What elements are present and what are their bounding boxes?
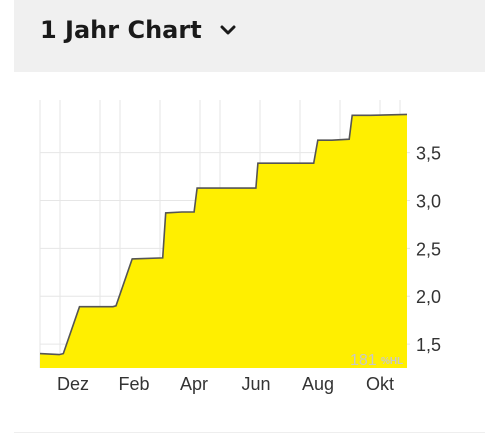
x-tick-label: Dez [57,374,89,394]
y-tick-label: 2,0 [416,287,441,307]
x-tick-label: Okt [366,374,394,394]
divider [14,432,485,433]
x-axis-ticks: Dez Feb Apr Jun Aug Okt [57,374,394,394]
x-tick-label: Aug [302,374,334,394]
x-tick-label: Feb [118,374,149,394]
y-tick-label: 3,0 [416,192,441,212]
x-tick-label: Apr [180,374,208,394]
chart-canvas: 1,5 2,0 2,5 3,0 3,5 Dez Feb Apr Jun Aug Okt 181 %… [39,100,441,394]
y-tick-label: 2,5 [416,239,441,259]
chart-header: 1 Jahr Chart [14,0,485,72]
chart-period-label: 1 Jahr Chart [40,16,202,44]
watermark-number: 181 [350,352,377,369]
watermark-unit: %HL [381,356,403,367]
chevron-down-icon [220,24,236,36]
y-axis-ticks: 1,5 2,0 2,5 3,0 3,5 [416,144,441,355]
y-tick-label: 3,5 [416,144,441,164]
x-tick-label: Jun [241,374,270,394]
y-tick-label: 1,5 [416,335,441,355]
price-chart: 1,5 2,0 2,5 3,0 3,5 Dez Feb Apr Jun Aug Okt 181 %… [0,92,485,412]
series-area [40,114,407,369]
chart-period-dropdown[interactable]: 1 Jahr Chart [40,16,236,44]
series-line [39,113,408,356]
